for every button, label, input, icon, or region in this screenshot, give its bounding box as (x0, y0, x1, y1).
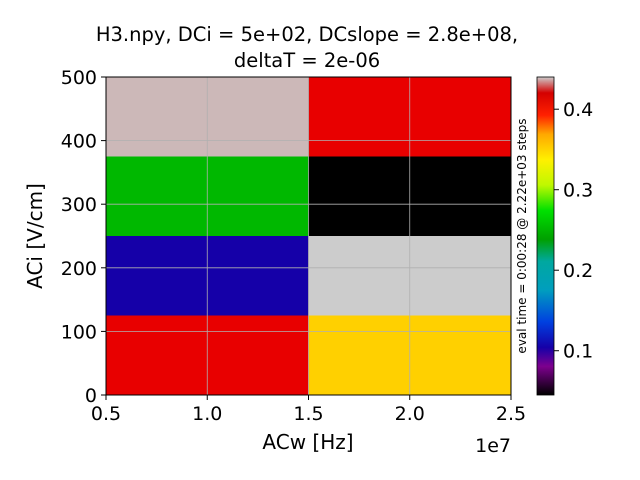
chart-title-line1: H3.npy, DCi = 5e+02, DCslope = 2.8e+08, (96, 23, 518, 46)
y-tick-label: 300 (61, 194, 97, 216)
y-tick-label: 200 (61, 258, 97, 280)
colorbar-tick-label: 0.3 (563, 180, 593, 202)
y-tick-label: 400 (61, 131, 97, 153)
colorbar-tick-label: 0.4 (563, 99, 593, 121)
colorbar (536, 76, 555, 396)
x-tick-label: 1.5 (293, 403, 323, 425)
chart-title-line2: deltaT = 2e-06 (234, 49, 380, 72)
colorbar-tick-label: 0.2 (563, 260, 593, 282)
x-tick-label: 0.5 (91, 403, 121, 425)
y-tick-label: 500 (61, 67, 97, 89)
y-tick-label: 100 (61, 321, 97, 343)
y-axis-label: ACi [V/cm] (23, 183, 47, 289)
colorbar-ticks: 0.1 0.2 0.3 0.4 (554, 99, 593, 363)
y-tick-label: 0 (85, 385, 97, 407)
x-axis-ticks: 0.5 1.0 1.5 2.0 2.5 (91, 395, 526, 425)
y-axis-ticks: 0 100 200 300 400 500 (61, 67, 106, 407)
x-tick-label: 2.0 (395, 403, 425, 425)
x-axis-label: ACw [Hz] (262, 430, 353, 454)
colorbar-label: eval time = 0:00:28 @ 2.22e+03 steps (515, 118, 529, 353)
x-axis-offset-label: 1e7 (475, 435, 511, 457)
colorbar-tick-label: 0.1 (563, 341, 593, 363)
x-tick-label: 1.0 (192, 403, 222, 425)
x-tick-label: 2.5 (496, 403, 526, 425)
